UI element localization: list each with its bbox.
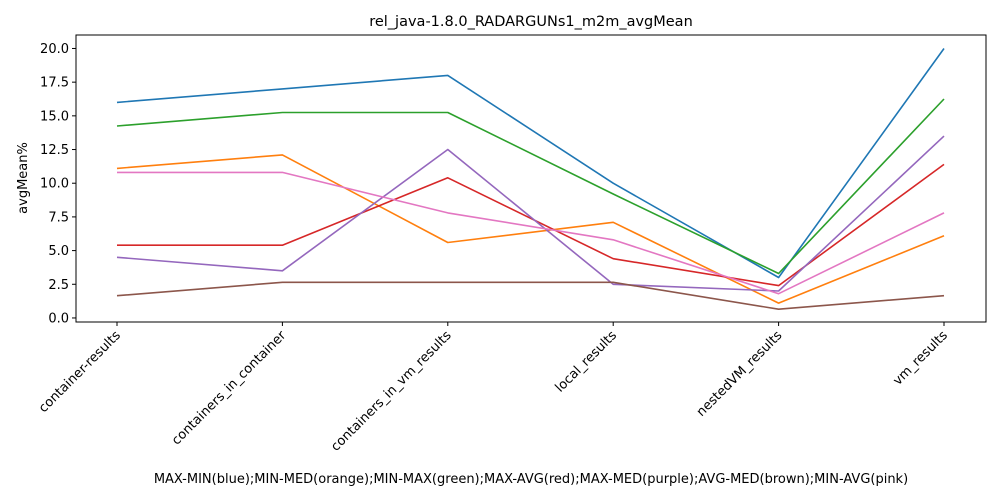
y-tick-label-1: 2.5 [48,278,69,293]
y-tick-label-5: 12.5 [40,143,69,158]
x-axis-label: MAX-MIN(blue);MIN-MED(orange);MIN-MAX(gr… [154,472,908,487]
series-line-6 [117,171,945,295]
series-line-4 [116,135,945,292]
series-group [116,48,945,311]
series-line-5 [116,281,945,311]
plot-frame [75,34,987,323]
y-tick-label-3: 7.5 [48,210,69,225]
y-tick-label-8: 20.0 [40,42,69,57]
y-tick-label-4: 10.0 [40,177,69,192]
y-tick-label-0: 0.0 [48,311,69,326]
y-tick-label-6: 15.0 [40,109,69,124]
y-axis-label: avgMean% [16,142,31,214]
y-tick-label-7: 17.5 [40,76,69,91]
y-tick-label-2: 5.0 [48,244,69,259]
series-line-1 [116,154,945,304]
chart-title: rel_java-1.8.0_RADARGUNs1_m2m_avgMean [369,14,693,30]
series-line-2 [116,98,945,275]
y-axis: 0.0 2.5 5.0 7.5 10.0 12.5 15.0 17.5 20.0 [40,42,76,326]
series-line-0 [116,48,945,279]
